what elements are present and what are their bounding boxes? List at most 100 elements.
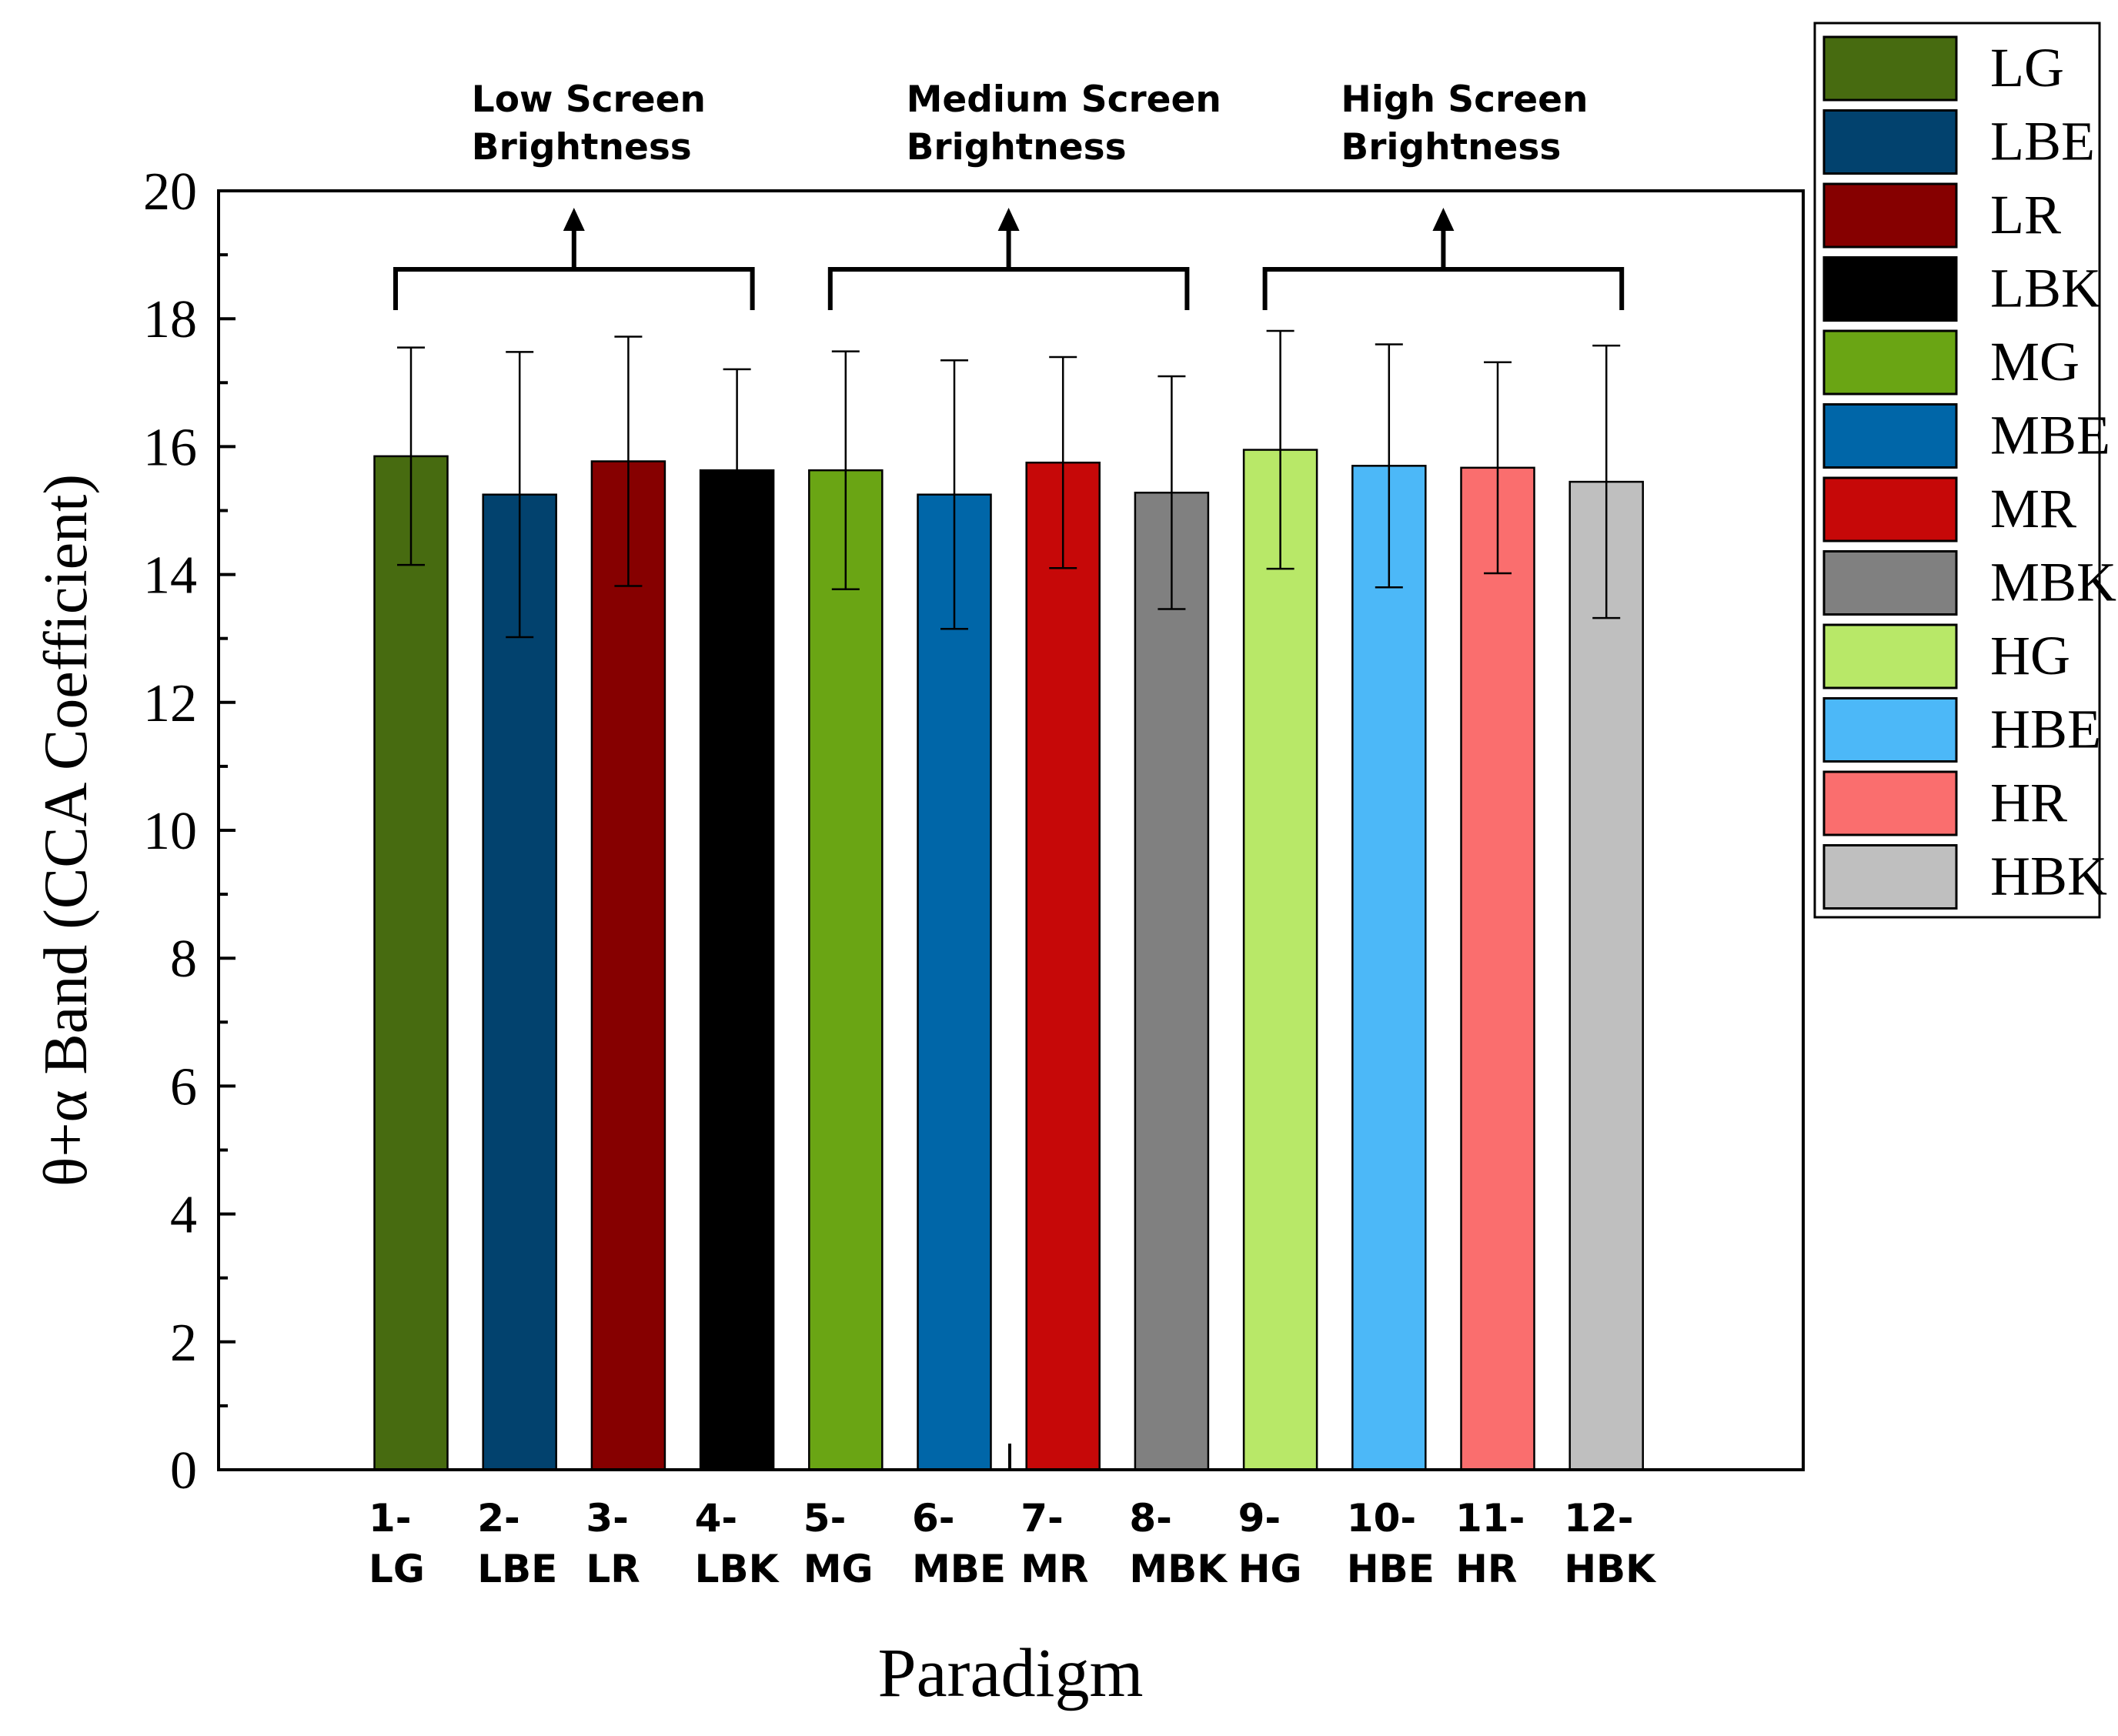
error-bar-mbe: [940, 359, 968, 630]
bar-hg: [1242, 449, 1318, 1471]
x-tick-label-number: 7-: [1021, 1496, 1064, 1541]
y-axis: 0 2 4 6 8 10 12 14 16 18 20: [143, 162, 236, 1501]
legend-swatch: [1822, 623, 1958, 689]
legend-label: LG: [1990, 37, 2064, 98]
x-tick-label-number: 4-: [695, 1496, 738, 1541]
legend-item-hr: HR: [1822, 770, 2067, 836]
x-tick-label-code: HBE: [1347, 1547, 1435, 1591]
x-tick-label: 6- MBE: [912, 1496, 1006, 1591]
x-tick-label-number: 5-: [803, 1496, 847, 1541]
x-tick-label-number: 12-: [1564, 1496, 1633, 1541]
error-bar-lbe: [506, 351, 534, 639]
legend-swatch: [1822, 109, 1958, 175]
x-tick-label-code: HR: [1455, 1547, 1517, 1591]
group-label-line1: Low Screen: [472, 78, 706, 121]
error-bar-mbk: [1158, 375, 1186, 610]
x-tick-label-code: LG: [369, 1547, 425, 1591]
y-tick-label: 4: [170, 1186, 197, 1245]
group-bracket-3: High Screen Brightness: [1262, 78, 1625, 310]
x-tick-label: 9- HG: [1238, 1496, 1302, 1591]
bars-layer: [373, 449, 1644, 1471]
x-tick-label-code: MBE: [912, 1547, 1006, 1591]
bar-mr: [1025, 461, 1101, 1471]
x-tick-label: 12- HBK: [1564, 1496, 1657, 1591]
x-tick-label-code: HBK: [1564, 1547, 1657, 1591]
group-brackets-layer: Low Screen Brightness Medium Screen Brightn…: [393, 78, 1625, 310]
y-tick-label: 8: [170, 930, 197, 989]
x-tick-label-number: 10-: [1347, 1496, 1416, 1541]
legend-label: HBK: [1990, 846, 2107, 907]
x-tick-label: 7- MR: [1021, 1496, 1088, 1591]
legend-swatch: [1822, 256, 1958, 322]
x-tick-label: 3- LR: [586, 1496, 640, 1591]
bracket-line: [827, 267, 1190, 310]
error-bar-hbk: [1592, 344, 1621, 619]
legend-item-mbk: MBK: [1822, 550, 2116, 616]
error-bar-mr: [1049, 356, 1077, 569]
y-tick-label: 6: [170, 1057, 197, 1117]
legend-swatch: [1822, 844, 1958, 910]
legend-label: MR: [1990, 478, 2076, 539]
legend-label: HBE: [1990, 699, 2101, 760]
bar-lbe: [482, 493, 557, 1471]
y-tick-label: 2: [170, 1314, 197, 1373]
legend-item-lbe: LBE: [1822, 109, 2095, 175]
legend-item-mbe: MBE: [1822, 403, 2110, 469]
x-tick-label-number: 1-: [369, 1496, 412, 1541]
bar-hbe: [1351, 465, 1427, 1471]
group-label-line2: Brightness: [907, 126, 1127, 169]
legend-item-mg: MG: [1822, 329, 2080, 396]
error-bar-lbk: [723, 368, 751, 573]
x-tick-label-code: HG: [1238, 1547, 1302, 1591]
x-tick-label-code: LBE: [477, 1547, 557, 1591]
legend-label: MG: [1990, 331, 2080, 392]
bracket-line: [1262, 267, 1625, 310]
legend-item-lbk: LBK: [1822, 256, 2101, 322]
x-tick-label-code: MBK: [1129, 1547, 1228, 1591]
legend-item-hbk: HBK: [1822, 844, 2107, 910]
legend-label: LR: [1990, 184, 2061, 245]
bar-hr: [1460, 466, 1535, 1471]
bar-lbk: [699, 469, 775, 1471]
group-bracket-2: Medium Screen Brightness: [827, 78, 1221, 310]
bracket-arrow-head: [563, 208, 585, 231]
legend-item-hbe: HBE: [1822, 697, 2101, 763]
legend-swatch: [1822, 403, 1958, 469]
error-bar-mg: [831, 350, 860, 590]
x-tick-label-number: 8-: [1129, 1496, 1172, 1541]
legend-label: MBE: [1990, 405, 2110, 466]
legend-item-lr: LR: [1822, 182, 2061, 249]
legend-label: LBE: [1990, 111, 2095, 172]
bar-mbk: [1134, 491, 1210, 1471]
legend-swatch: [1822, 697, 1958, 763]
bar-mg: [808, 469, 884, 1471]
error-bar-hg: [1266, 329, 1295, 570]
plot-frame: [217, 189, 1805, 1471]
error-bar-hr: [1484, 361, 1512, 575]
x-tick-label: 1- LG: [369, 1496, 425, 1591]
legend-label: MBK: [1990, 552, 2116, 613]
x-tick-label-code: LBK: [695, 1547, 780, 1591]
y-tick-label: 0: [170, 1441, 197, 1501]
x-tick-label-code: MG: [803, 1547, 874, 1591]
bar-mbe: [917, 493, 992, 1471]
group-label-line1: High Screen: [1341, 78, 1588, 121]
x-tick-label: 11- HR: [1455, 1496, 1525, 1591]
legend-swatch: [1822, 476, 1958, 542]
bar-lg: [373, 455, 449, 1471]
legend-swatch: [1822, 329, 1958, 396]
legend-label: HR: [1990, 772, 2067, 833]
group-bracket-1: Low Screen Brightness: [393, 78, 755, 310]
x-tick-label-number: 11-: [1455, 1496, 1525, 1541]
error-bar-hbe: [1375, 343, 1403, 589]
x-tick-label-code: LR: [586, 1547, 640, 1591]
bar-lr: [590, 460, 666, 1471]
legend-item-mr: MR: [1822, 476, 2076, 542]
error-bar-lg: [397, 346, 425, 566]
legend-item-lg: LG: [1822, 35, 2064, 102]
legend-swatch: [1822, 550, 1958, 616]
bar-hbk: [1568, 480, 1644, 1471]
legend-swatch: [1822, 35, 1958, 102]
